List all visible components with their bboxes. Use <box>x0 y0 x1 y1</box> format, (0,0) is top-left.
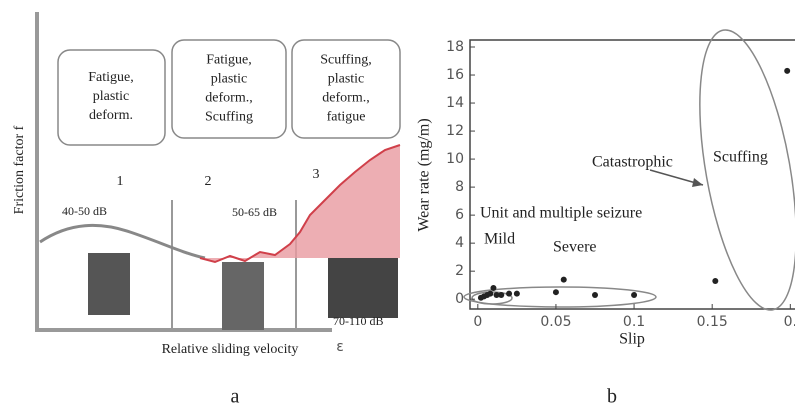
annotation: Severe <box>553 239 597 256</box>
panel-label: b <box>607 386 617 408</box>
y-tick-label: 16 <box>446 67 464 83</box>
point <box>631 292 637 298</box>
mechanism-text: fatigue <box>327 110 366 125</box>
y-tick-label: 2 <box>455 263 464 279</box>
noise-label: 50-65 dB <box>232 205 277 219</box>
plot-frame <box>470 40 795 309</box>
point <box>592 292 598 298</box>
x-axis-symbol: ε <box>336 339 344 355</box>
noise-band <box>200 145 400 262</box>
y-tick-label: 8 <box>455 179 464 195</box>
point <box>490 285 496 291</box>
mechanism-text: Fatigue, <box>206 53 252 68</box>
y-tick-label: 0 <box>455 291 464 307</box>
region-number: 1 <box>117 174 124 189</box>
point <box>712 278 718 284</box>
mechanism-text: deform., <box>322 91 369 106</box>
mechanism-text: deform. <box>89 108 133 123</box>
panel-label: a <box>231 386 240 408</box>
point <box>561 277 567 283</box>
mechanism-text: deform., <box>205 91 252 106</box>
image <box>88 253 130 315</box>
figure: Friction factor f Relative sliding veloc… <box>0 0 795 412</box>
point <box>514 291 520 297</box>
point <box>784 68 790 74</box>
image <box>222 262 264 330</box>
mechanism-text: Fatigue, <box>88 70 134 85</box>
mechanism-text: plastic <box>211 72 248 87</box>
region-ellipse <box>682 23 795 317</box>
noise-label: 40-50 dB <box>62 204 107 218</box>
y-tick-label: 14 <box>446 95 464 111</box>
x-axis-label: Relative sliding velocity <box>162 342 299 357</box>
x-tick-label: 0.05 <box>540 314 571 330</box>
point <box>498 292 504 298</box>
region-number: 2 <box>205 174 212 189</box>
annotation: Scuffing <box>713 149 768 166</box>
y-tick-label: 18 <box>446 39 464 55</box>
y-tick-label: 4 <box>455 235 464 251</box>
point <box>553 289 559 295</box>
mechanism-text: plastic <box>328 72 365 87</box>
y-axis-label: Wear rate (mg/m) <box>416 118 433 231</box>
x-tick-label: 0. <box>784 314 795 330</box>
mechanism-text: plastic <box>93 89 130 104</box>
x-tick-label: 0.1 <box>623 314 645 330</box>
x-tick-label: 0 <box>473 314 482 330</box>
annotation: Mild <box>484 231 515 248</box>
arrow-head <box>692 178 703 187</box>
x-tick-label: 0.15 <box>697 314 728 330</box>
y-tick-label: 6 <box>455 207 464 223</box>
y-tick-label: 12 <box>446 123 464 139</box>
region-number: 3 <box>313 167 320 182</box>
y-axis-label: Friction factor f <box>12 125 27 214</box>
mechanism-text: Scuffing, <box>320 53 371 68</box>
point <box>487 291 493 297</box>
annotation: Catastrophic <box>592 154 673 171</box>
point <box>506 291 512 297</box>
mechanism-text: Scuffing <box>205 110 253 125</box>
noise-label: 70-110 dB <box>333 314 384 328</box>
x-axis-label: Slip <box>619 331 645 348</box>
y-tick-label: 10 <box>446 151 464 167</box>
image <box>328 258 398 318</box>
annotation: Unit and multiple seizure <box>480 205 642 222</box>
